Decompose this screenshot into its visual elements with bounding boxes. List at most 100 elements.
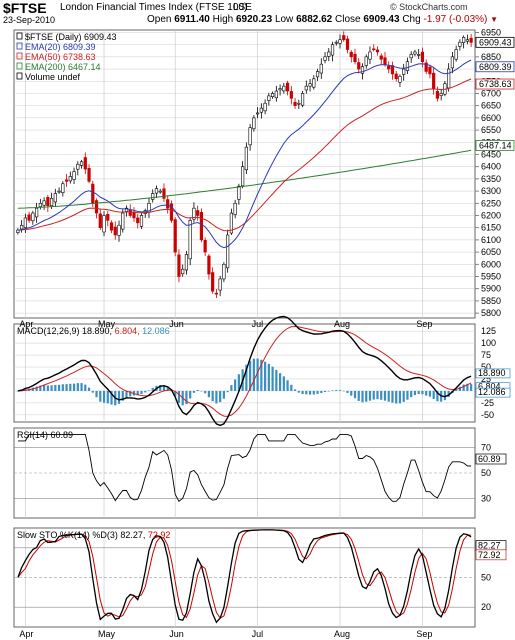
open-value: 6911.40 bbox=[174, 14, 210, 25]
date-label: 23-Sep-2010 bbox=[3, 15, 56, 25]
macd-histogram-bar bbox=[470, 384, 473, 391]
price-tick-label: 6100 bbox=[481, 235, 501, 245]
candle-body bbox=[293, 101, 297, 106]
candle-body bbox=[334, 41, 338, 44]
candle-body bbox=[424, 62, 428, 72]
macd-histogram-bar bbox=[436, 390, 439, 402]
macd-histogram-bar bbox=[54, 384, 57, 391]
candle-body bbox=[417, 54, 421, 56]
price-legend-entry: Volume undef bbox=[25, 72, 81, 82]
candle-body bbox=[252, 117, 256, 130]
sto-last-tag-text: 72.92 bbox=[478, 550, 501, 560]
macd-histogram-bar bbox=[234, 379, 237, 391]
macd-histogram-bar bbox=[226, 390, 229, 393]
candle-body bbox=[166, 199, 170, 209]
candle-body bbox=[342, 35, 346, 41]
macd-histogram-bar bbox=[117, 390, 121, 404]
sto-tick-label: 50 bbox=[481, 573, 491, 583]
candle-body bbox=[469, 37, 473, 43]
macd-histogram-bar bbox=[196, 389, 199, 391]
macd-histogram-bar bbox=[421, 390, 424, 395]
candle-body bbox=[289, 91, 293, 99]
candle-body bbox=[42, 200, 46, 206]
macd-histogram-bar bbox=[308, 390, 312, 395]
candle-body bbox=[188, 220, 192, 260]
macd-last-tag-text: 6.804 bbox=[478, 382, 501, 392]
last-value-tag bbox=[475, 61, 515, 73]
macd-label-part: 18.890, bbox=[82, 326, 115, 336]
macd-histogram-bar bbox=[136, 390, 139, 396]
candle-body bbox=[53, 193, 57, 203]
candle-body bbox=[229, 212, 233, 234]
macd-histogram-bar bbox=[76, 383, 79, 391]
candle-body bbox=[353, 53, 357, 63]
candle-body bbox=[173, 219, 177, 253]
rsi-tick-label: 30 bbox=[481, 494, 491, 504]
candle-body bbox=[203, 239, 207, 253]
chg-label: Chg bbox=[402, 14, 421, 25]
price-tick-label: 5800 bbox=[481, 308, 501, 318]
sto-label-part: Slow STO %K(14) %D(3) bbox=[17, 530, 120, 540]
x-axis-month-label: Jul bbox=[252, 319, 264, 329]
candle-body bbox=[244, 146, 248, 171]
candle-body bbox=[428, 66, 432, 75]
macd-signal-line bbox=[17, 325, 472, 417]
candle-body bbox=[196, 210, 200, 216]
candle-body bbox=[360, 66, 365, 74]
macd-histogram-bar bbox=[230, 385, 233, 391]
macd-label-part: MACD(12,26,9) bbox=[17, 326, 82, 336]
macd-histogram-bar bbox=[312, 390, 315, 395]
candle-body bbox=[364, 56, 368, 66]
candle-body bbox=[413, 51, 417, 55]
macd-histogram-bar bbox=[264, 361, 267, 391]
candle-body bbox=[151, 193, 155, 200]
rsi-line bbox=[17, 433, 472, 502]
x-axis-month-label: Aug bbox=[334, 629, 350, 639]
candle-body bbox=[345, 38, 350, 50]
macd-histogram-bar bbox=[147, 390, 151, 391]
last-value-tag-text: 6809.39 bbox=[479, 62, 512, 72]
macd-histogram-bar bbox=[61, 384, 64, 391]
low-value: 6882.62 bbox=[296, 14, 333, 25]
x-axis-month-label: May bbox=[98, 629, 116, 639]
macd-histogram-bar bbox=[387, 390, 390, 402]
macd-histogram-bar bbox=[215, 390, 218, 404]
symbol-title: $FTSE bbox=[3, 0, 47, 16]
candle-body bbox=[16, 229, 20, 233]
candle-body bbox=[61, 183, 65, 193]
candle-body bbox=[357, 62, 361, 70]
line-icon bbox=[16, 62, 23, 70]
last-value-tag bbox=[475, 78, 515, 90]
price-tick-label: 6650 bbox=[481, 101, 501, 111]
copyright-label: © StockCharts.com bbox=[390, 2, 468, 12]
candle-body bbox=[68, 176, 72, 182]
macd-histogram-bar bbox=[316, 390, 319, 394]
macd-tick-label: 100 bbox=[481, 338, 496, 348]
candle-body bbox=[439, 93, 443, 96]
macd-histogram-bar bbox=[275, 369, 278, 391]
macd-histogram-bar bbox=[99, 390, 102, 402]
candle-body bbox=[450, 56, 454, 69]
macd-histogram-bar bbox=[417, 390, 420, 395]
close-label: Close bbox=[335, 14, 361, 25]
price-tick-label: 6000 bbox=[481, 259, 501, 269]
candle-body bbox=[113, 226, 117, 236]
candle-body bbox=[304, 85, 308, 91]
high-value: 6920.23 bbox=[236, 14, 273, 25]
open-label: Open bbox=[147, 14, 172, 25]
candle-body bbox=[46, 197, 50, 207]
macd-histogram-bar bbox=[91, 390, 94, 393]
macd-histogram-bar bbox=[219, 390, 222, 403]
macd-histogram-bar bbox=[410, 390, 413, 398]
sto-last-tag-text: 82.27 bbox=[478, 541, 501, 551]
candle-body bbox=[31, 212, 35, 222]
candle-body bbox=[259, 107, 263, 113]
candle-body bbox=[462, 37, 466, 43]
sto-label: Slow STO %K(14) %D(3) 82.27, 72.92 bbox=[17, 530, 170, 540]
macd-histogram-bar bbox=[46, 385, 49, 391]
price-legend-entry: $FTSE (Daily) 6909.43 bbox=[25, 32, 117, 42]
candle-body bbox=[405, 61, 410, 71]
price-tick-label: 5850 bbox=[481, 296, 501, 306]
macd-histogram-bar bbox=[278, 373, 282, 391]
candle-body bbox=[20, 224, 24, 230]
